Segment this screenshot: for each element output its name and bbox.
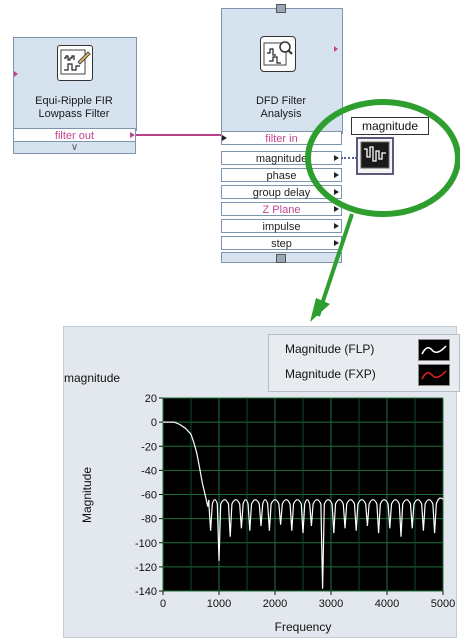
phase-arrow <box>334 172 339 178</box>
graph-panel-label: magnitude <box>64 371 121 385</box>
highlight-ellipse <box>305 99 460 217</box>
x-tick-label: 3000 <box>319 598 343 610</box>
terminal-z-plane[interactable]: Z Plane <box>221 202 342 216</box>
left-node-expand-handle[interactable]: ∨ <box>13 141 136 154</box>
x-tick-label: 1000 <box>207 598 231 610</box>
legend-label-fxp: Magnitude (FXP) <box>285 367 376 381</box>
legend-swatch-fxp[interactable] <box>418 364 450 386</box>
right-node-title-line2: Analysis <box>260 108 302 120</box>
highlight-overlay <box>305 99 460 322</box>
group-delay-arrow <box>334 189 339 195</box>
indicator-label: magnitude <box>351 117 429 135</box>
y-tick-label: -80 <box>141 514 157 526</box>
left-node-title-line1: Equi-Ripple FIR <box>35 95 113 107</box>
terminal-magnitude[interactable]: magnitude <box>221 151 342 165</box>
y-tick-label: -40 <box>141 465 157 477</box>
dfd-filter-analysis-icon <box>260 36 296 72</box>
y-tick-label: -20 <box>141 441 157 453</box>
x-tick-label: 5000 <box>431 598 455 610</box>
magnitude-arrow <box>334 155 339 161</box>
right-node-bottom-handle[interactable] <box>221 252 342 263</box>
right-node-title-line1: DFD Filter <box>255 95 307 107</box>
y-tick-label: -140 <box>135 586 157 598</box>
z-plane-arrow <box>334 206 339 212</box>
equiripple-fir-icon <box>57 45 93 81</box>
magnitude-wire <box>341 157 357 161</box>
legend-label-flp: Magnitude (FLP) <box>285 342 375 356</box>
step-arrow <box>334 240 339 246</box>
impulse-arrow <box>334 223 339 229</box>
y-tick-label: 0 <box>151 417 157 429</box>
highlight-arrow-head <box>310 298 330 322</box>
waveform-graph-indicator-icon[interactable] <box>356 137 394 175</box>
series-line-flp <box>163 421 444 589</box>
terminal-step[interactable]: step <box>221 236 342 250</box>
left-node-input-tick <box>14 71 18 77</box>
filter-out-arrow <box>130 132 135 138</box>
terminal-impulse[interactable]: impulse <box>221 219 342 233</box>
filter-wire <box>136 134 222 136</box>
x-tick-label: 4000 <box>375 598 399 610</box>
terminal-group-delay[interactable]: group delay <box>221 185 342 199</box>
x-tick-label: 0 <box>160 598 166 610</box>
right-node-side-tick <box>334 46 338 52</box>
x-axis-label: Frequency <box>274 620 332 634</box>
right-node-top-handle[interactable] <box>276 4 286 13</box>
y-tick-label: -100 <box>135 538 157 550</box>
y-tick-label: -60 <box>141 490 157 502</box>
legend-swatch-flp[interactable] <box>418 339 450 361</box>
y-tick-label: -120 <box>135 562 157 574</box>
x-tick-label: 2000 <box>263 598 287 610</box>
highlight-arrow-line <box>316 213 354 317</box>
filter-in-arrow <box>222 135 227 141</box>
left-node-title-line2: Lowpass Filter <box>38 108 110 120</box>
y-tick-label: 20 <box>145 393 157 405</box>
